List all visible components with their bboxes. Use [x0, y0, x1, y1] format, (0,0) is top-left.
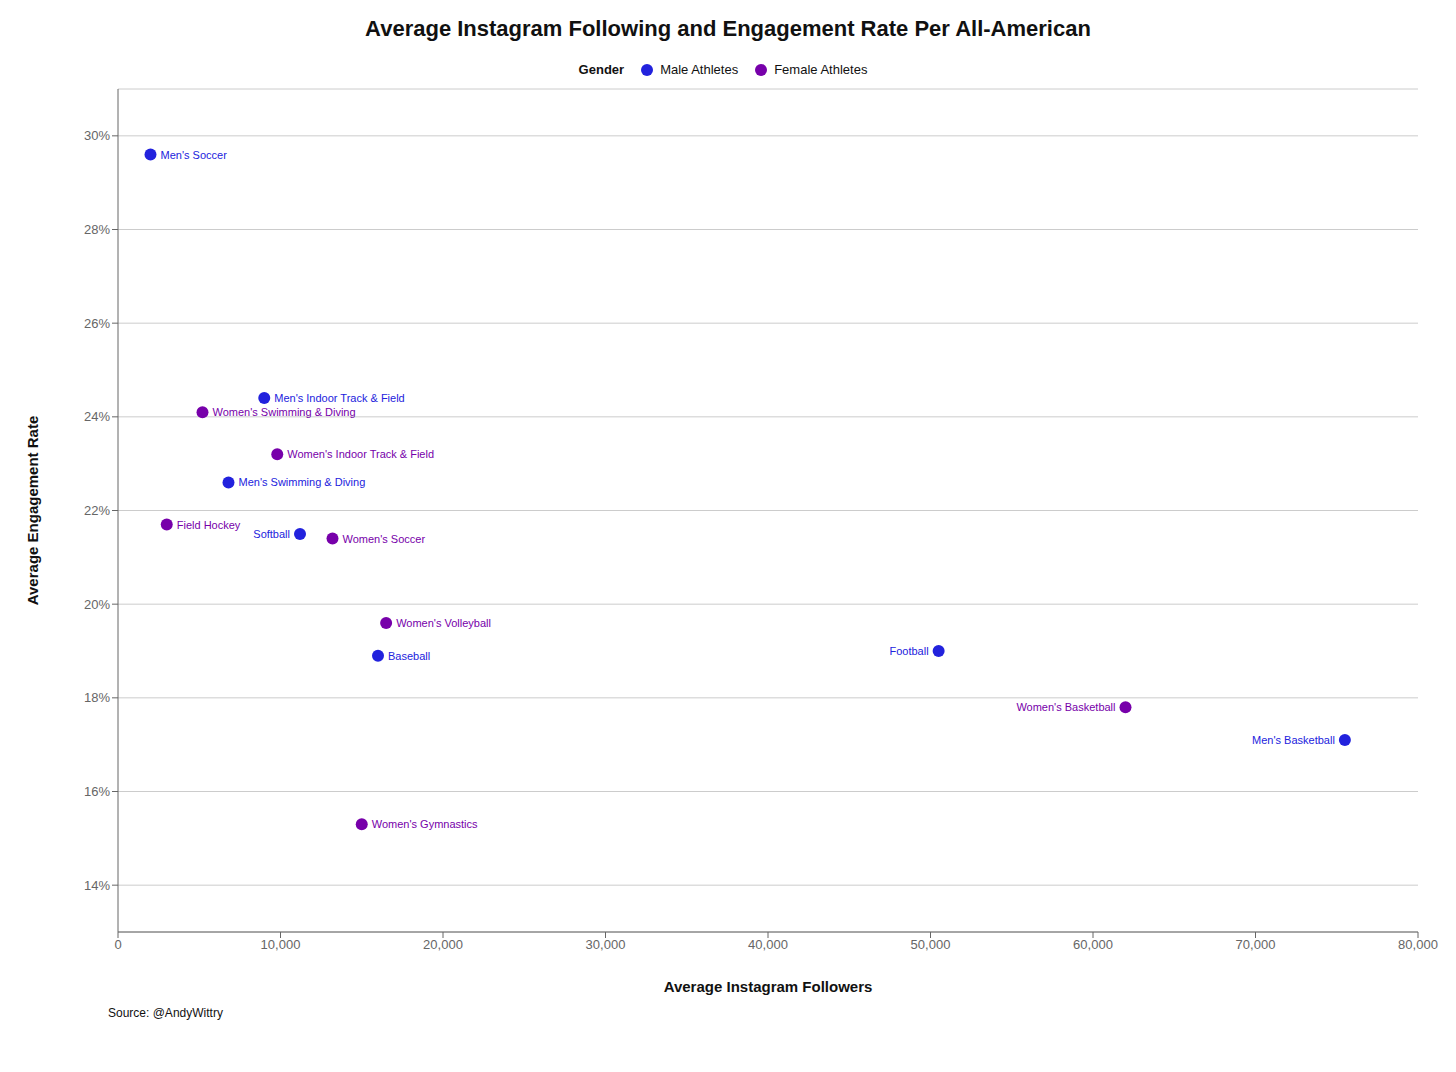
svg-text:Women's Soccer: Women's Soccer	[343, 533, 426, 545]
svg-text:Women's Basketball: Women's Basketball	[1016, 701, 1115, 713]
svg-text:14%: 14%	[84, 878, 110, 893]
svg-text:26%: 26%	[84, 316, 110, 331]
svg-text:30%: 30%	[84, 128, 110, 143]
svg-text:Women's Indoor Track & Field: Women's Indoor Track & Field	[287, 448, 434, 460]
html-text:Source: @AndyWittry: Source: @AndyWittry	[108, 1006, 223, 1020]
svg-text:20,000: 20,000	[423, 937, 463, 952]
svg-text:Women's Volleyball: Women's Volleyball	[396, 617, 491, 629]
svg-text:Field Hockey: Field Hockey	[177, 519, 241, 531]
svg-text:70,000: 70,000	[1236, 937, 1276, 952]
svg-text:Average Engagement Rate: Average Engagement Rate	[24, 416, 41, 606]
html-text:Female Athletes: Female Athletes	[774, 62, 868, 77]
svg-text:Men's Swimming & Diving: Men's Swimming & Diving	[239, 476, 366, 488]
svg-text:Football: Football	[889, 645, 928, 657]
svg-text:80,000: 80,000	[1398, 937, 1438, 952]
svg-text:22%: 22%	[84, 503, 110, 518]
svg-text:Men's Basketball: Men's Basketball	[1252, 734, 1335, 746]
svg-text:50,000: 50,000	[911, 937, 951, 952]
svg-text:Women's Gymnastics: Women's Gymnastics	[372, 818, 478, 830]
html-text:Gender: Gender	[578, 62, 625, 77]
html-text:Male Athletes: Male Athletes	[660, 62, 739, 77]
svg-text:Men's Indoor Track & Field: Men's Indoor Track & Field	[274, 392, 405, 404]
svg-text:20%: 20%	[84, 597, 110, 612]
svg-text:Baseball: Baseball	[388, 650, 430, 662]
svg-text:Men's Soccer: Men's Soccer	[161, 149, 228, 161]
svg-text:24%: 24%	[84, 409, 110, 424]
svg-text:40,000: 40,000	[748, 937, 788, 952]
svg-text:0: 0	[114, 937, 121, 952]
svg-text:30,000: 30,000	[586, 937, 626, 952]
svg-text:10,000: 10,000	[261, 937, 301, 952]
svg-text:16%: 16%	[84, 784, 110, 799]
svg-text:18%: 18%	[84, 690, 110, 705]
svg-text:Average Instagram Followers: Average Instagram Followers	[664, 978, 873, 995]
svg-text:Women's Swimming & Diving: Women's Swimming & Diving	[213, 406, 356, 418]
svg-text:28%: 28%	[84, 222, 110, 237]
html-text:Average Instagram Following an: Average Instagram Following and Engageme…	[365, 16, 1091, 41]
svg-text:60,000: 60,000	[1073, 937, 1113, 952]
svg-text:Softball: Softball	[253, 528, 290, 540]
